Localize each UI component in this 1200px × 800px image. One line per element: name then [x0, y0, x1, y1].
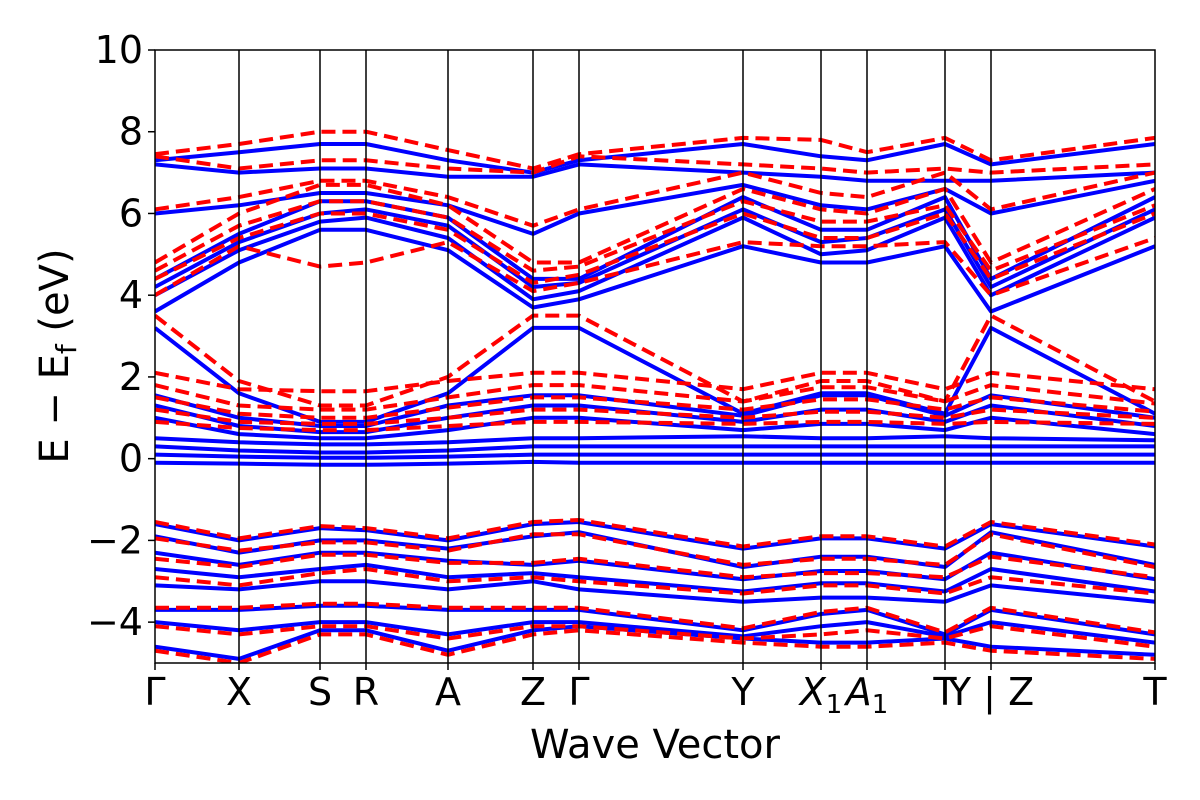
x-tick-label-12: T: [1142, 670, 1167, 714]
x-tick-label-7: Y: [730, 670, 755, 714]
spin-down-band-5-1: [155, 211, 1155, 285]
spin-up-band-2-1: [155, 452, 1155, 460]
y-tick-label: 6: [119, 191, 143, 235]
spin-up-band-2-2: [155, 444, 1155, 455]
x-tick-label-4: A: [435, 670, 461, 714]
spin-down-band-1-1: [155, 532, 1155, 569]
x-tick-label-11: Y | Z: [947, 670, 1034, 715]
y-tick-label: 2: [119, 355, 143, 399]
y-tick-label: 0: [119, 437, 143, 481]
y-axis: −4 −2 0 2 4 6 8 10: [87, 28, 155, 644]
x-tick-label-10: T: [932, 670, 957, 714]
y-tick-label: 4: [119, 273, 143, 317]
x-tick-label-6: Γ: [568, 670, 589, 714]
x-tick-label-2: S: [308, 670, 332, 714]
spin-up-band-4-1: [155, 215, 1155, 302]
spin-up-band-2-0: [155, 459, 1155, 467]
spin-up-band-0-7: [155, 624, 1155, 661]
x-tick-label-1: X: [226, 670, 252, 714]
x-axis-label: Wave Vector: [530, 722, 781, 768]
y-tick-label: 10: [95, 28, 143, 72]
y-tick-label: −2: [87, 518, 143, 562]
spin-up-band-4-5: [155, 162, 1155, 183]
plot-frame: [154, 49, 1156, 664]
x-tick-label-9: A1: [843, 670, 889, 720]
y-axis-label: E − Ef (eV): [32, 248, 83, 463]
x-tick-label-0: Γ: [144, 670, 165, 714]
high-symmetry-lines: [238, 50, 992, 663]
x-tick-label-8: X1: [798, 670, 843, 720]
bands-layer: [155, 129, 1155, 663]
y-tick-label: 8: [119, 110, 143, 154]
x-tick-label-5: Z: [520, 670, 546, 714]
y-tick-label: −4: [87, 600, 143, 644]
x-tick-label-3: R: [353, 670, 379, 714]
spin-down-band-3-4: [155, 370, 1155, 394]
